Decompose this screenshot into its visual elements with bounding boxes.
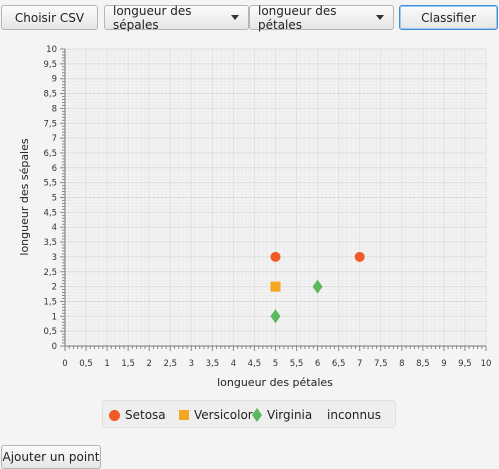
x-tick-label: 1 <box>104 359 109 369</box>
legend-item-setosa: Setosa <box>109 401 166 429</box>
x-tick-label: 6 <box>315 359 320 369</box>
y-tick-label: 8,5 <box>43 90 57 100</box>
chart-tick-labels: 0 0,5 1 1,5 2 2,5 3 3,5 4 4,5 5 5,5 6 6,5 7 7,5 8 8,5 9 9,5… <box>43 45 491 369</box>
legend-item-virginia: Virginia <box>252 401 312 429</box>
chart-grid <box>64 48 487 347</box>
x-tick-label: 7,5 <box>374 359 388 369</box>
y-axis-select-value: longueur des pétales <box>258 3 337 32</box>
circle-marker-icon <box>109 409 120 421</box>
legend-item-versicolor: Versicolor <box>179 401 253 429</box>
data-point-virginia <box>270 309 281 324</box>
y-tick-label: 7,5 <box>43 119 57 129</box>
x-tick-label: 0,5 <box>79 359 93 369</box>
y-axis-title: longueur des sépales <box>18 138 31 255</box>
x-tick-label: 9,5 <box>458 359 472 369</box>
x-tick-label: 4 <box>231 359 236 369</box>
x-tick-label: 8,5 <box>416 359 430 369</box>
scatter-chart: 0 0,5 1 1,5 2 2,5 3 3,5 4 4,5 5 5,5 6 6,5 7 7,5 8 8,5 9 9,5… <box>18 45 491 389</box>
data-point-setosa <box>270 251 281 262</box>
x-axis-select[interactable]: longueur des sépales <box>104 3 249 32</box>
y-tick-label: 2 <box>52 283 57 293</box>
y-tick-label: 4,5 <box>43 208 57 218</box>
x-axis-select-value: longueur des sépales <box>113 3 192 32</box>
add-point-label: Ajouter un point <box>2 450 100 464</box>
choose-csv-label: Choisir CSV <box>14 10 85 25</box>
x-tick-label: 2 <box>146 359 151 369</box>
classify-label: Classifier <box>421 10 476 25</box>
diamond-marker-icon <box>252 408 262 422</box>
x-tick-label: 10 <box>481 359 492 369</box>
add-point-button[interactable]: Ajouter un point <box>1 445 101 469</box>
x-tick-label: 5 <box>273 359 278 369</box>
y-axis-select[interactable]: longueur des pétales <box>249 3 394 32</box>
chevron-down-icon <box>231 15 239 20</box>
data-point-versicolor <box>270 281 281 292</box>
y-tick-label: 6,5 <box>43 149 57 159</box>
y-tick-label: 3,5 <box>43 238 57 248</box>
chart-points <box>270 251 365 324</box>
legend-item-inconnus: inconnus <box>327 401 381 429</box>
y-tick-label: 3 <box>52 253 57 263</box>
y-tick-label: 6 <box>52 164 57 174</box>
x-tick-label: 1,5 <box>121 359 135 369</box>
y-tick-label: 10 <box>46 45 57 55</box>
x-tick-label: 4,5 <box>248 359 262 369</box>
x-tick-label: 2,5 <box>163 359 177 369</box>
x-tick-label: 3,5 <box>206 359 220 369</box>
legend-label: Versicolor <box>194 408 253 422</box>
legend-label: Virginia <box>267 408 313 422</box>
x-tick-label: 3 <box>189 359 194 369</box>
x-tick-label: 5,5 <box>290 359 304 369</box>
legend-label: Setosa <box>125 408 166 422</box>
classify-button[interactable]: Classifier <box>399 5 498 30</box>
square-marker-icon <box>179 410 189 420</box>
y-tick-label: 8 <box>52 104 57 114</box>
y-tick-label: 9,5 <box>43 60 57 70</box>
y-tick-label: 5 <box>52 194 57 204</box>
chart-legend: Setosa Versicolor Virginia inconnus <box>102 400 396 428</box>
y-tick-label: 1 <box>52 312 57 322</box>
x-tick-label: 6,5 <box>332 359 346 369</box>
chevron-down-icon <box>376 15 384 20</box>
data-point-virginia <box>312 279 323 294</box>
chart-axes <box>60 48 487 351</box>
x-tick-label: 0 <box>62 359 67 369</box>
x-tick-label: 7 <box>357 359 362 369</box>
y-tick-label: 7 <box>52 134 57 144</box>
x-axis-title: longueur des pétales <box>217 376 333 389</box>
x-tick-label: 8 <box>399 359 404 369</box>
y-tick-label: 5,5 <box>43 179 57 189</box>
y-tick-label: 4 <box>52 223 57 233</box>
y-tick-label: 2,5 <box>43 268 57 278</box>
y-tick-label: 1,5 <box>43 297 57 307</box>
y-tick-label: 0,5 <box>43 327 57 337</box>
data-point-setosa <box>354 251 365 262</box>
y-tick-label: 9 <box>52 75 57 85</box>
y-tick-label: 0 <box>52 342 57 352</box>
choose-csv-button[interactable]: Choisir CSV <box>1 5 98 30</box>
x-tick-label: 9 <box>441 359 446 369</box>
legend-label: inconnus <box>327 408 381 422</box>
